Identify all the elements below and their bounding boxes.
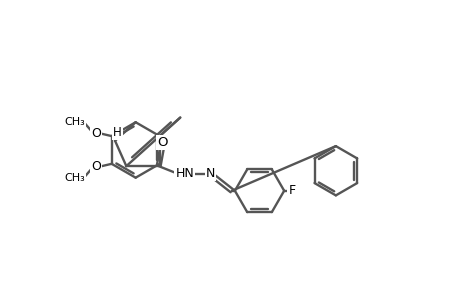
Text: O: O	[157, 136, 168, 149]
Text: H: H	[113, 126, 122, 139]
Text: HN: HN	[175, 167, 194, 180]
Text: O: O	[91, 160, 101, 173]
Text: N: N	[205, 167, 214, 180]
Text: CH₃: CH₃	[64, 173, 85, 183]
Text: CH₃: CH₃	[64, 117, 85, 127]
Text: F: F	[288, 184, 295, 197]
Text: O: O	[91, 127, 101, 140]
